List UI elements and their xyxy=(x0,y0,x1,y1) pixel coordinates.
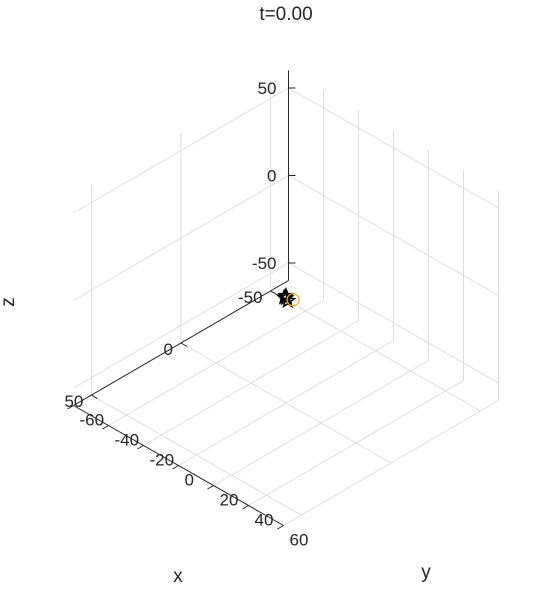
y-tick-mark xyxy=(207,485,214,490)
z-tick-label: -50 xyxy=(252,254,277,273)
x-tick-mark xyxy=(270,290,277,295)
y-tick-label: 40 xyxy=(255,511,274,530)
y-tick-mark xyxy=(277,525,284,530)
y-tick-label: 0 xyxy=(185,471,194,490)
x-tick-label: 50 xyxy=(64,392,83,411)
z-tick-label: 0 xyxy=(267,167,276,186)
grid-line xyxy=(288,262,499,384)
y-tick-label: 20 xyxy=(220,491,239,510)
grid-line xyxy=(288,175,499,296)
x-tick-mark xyxy=(91,394,98,400)
axis-layer xyxy=(67,70,296,530)
y-tick-label: -20 xyxy=(150,451,175,470)
grid-line xyxy=(73,262,289,389)
grid-line xyxy=(108,300,324,426)
y-tick-label: -60 xyxy=(80,411,105,430)
data-markers xyxy=(275,286,300,309)
circle-marker xyxy=(286,293,300,307)
y-tick-mark xyxy=(242,505,249,510)
z-tick-label: 50 xyxy=(258,79,277,98)
x-tick-label: 0 xyxy=(164,340,173,359)
grid-line xyxy=(248,380,464,506)
grid-line xyxy=(283,400,499,526)
x-tick-label: -50 xyxy=(238,288,263,307)
y-tick-mark xyxy=(172,465,179,470)
y-tick-mark xyxy=(137,445,144,450)
grid-line xyxy=(73,87,289,214)
y-tick-label: 60 xyxy=(290,531,309,550)
x-tick-mark xyxy=(180,342,188,347)
grid-layer xyxy=(73,70,499,526)
grid-line xyxy=(213,360,429,486)
y-tick-label: -40 xyxy=(115,431,140,450)
grid-line xyxy=(288,87,499,209)
y-tick-mark xyxy=(102,425,109,430)
chart-title: t=0.00 xyxy=(259,4,312,25)
z-axis-label: z xyxy=(0,297,19,307)
y-tick-mark xyxy=(67,405,74,410)
y-axis-label: y xyxy=(421,562,431,583)
grid-line xyxy=(178,340,394,466)
grid-line xyxy=(73,175,289,301)
grid-line xyxy=(143,320,359,446)
x-axis-label: x xyxy=(173,566,183,587)
